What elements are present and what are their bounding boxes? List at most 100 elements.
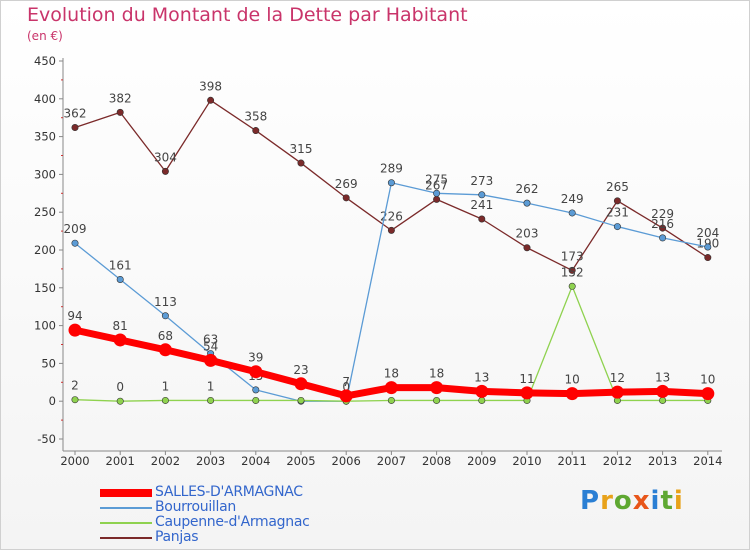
y-tick-label: 50 (41, 356, 56, 370)
x-tick-label: 2011 (558, 454, 587, 468)
data-label-panjas: 267 (425, 178, 448, 192)
chart-legend: SALLES-D'ARMAGNAC Bourrouillan Caupenne-d'… (100, 484, 400, 546)
x-tick-label: 2013 (648, 454, 677, 468)
x-tick-label: 2010 (512, 454, 541, 468)
data-point-caupenne-d-armagnac (71, 396, 79, 404)
legend-item: Caupenne-d'Armagnac (100, 514, 400, 531)
logo-letter: t (660, 486, 674, 516)
x-tick-label: 2002 (151, 454, 180, 468)
data-point-salles-d-armagnac (339, 389, 353, 403)
data-label-caupenne-d-armagnac: 152 (561, 265, 584, 279)
data-point-caupenne-d-armagnac (161, 396, 169, 404)
data-point-caupenne-d-armagnac (478, 396, 486, 404)
data-label-caupenne-d-armagnac: 0 (342, 380, 350, 394)
y-tick-label: 350 (34, 130, 56, 144)
legend-swatch (100, 489, 152, 497)
data-label-bourrouillan: 209 (64, 222, 87, 236)
data-label-bourrouillan: 273 (470, 174, 493, 188)
legend-swatch (100, 522, 152, 524)
data-point-panjas (342, 194, 350, 202)
data-label-bourrouillan: 231 (606, 206, 629, 220)
data-point-salles-d-armagnac (610, 385, 624, 399)
x-tick-label: 2006 (332, 454, 361, 468)
data-point-caupenne-d-armagnac (568, 282, 576, 290)
data-label-panjas: 265 (606, 180, 629, 194)
legend-swatch (100, 507, 152, 509)
data-label-salles-d-armagnac: 12 (610, 371, 625, 385)
y-tick-label: 100 (34, 319, 56, 333)
y-tick-label: 200 (34, 243, 56, 257)
data-point-salles-d-armagnac (294, 377, 308, 391)
data-point-caupenne-d-armagnac (387, 396, 395, 404)
y-tick-label: 0 (49, 394, 56, 408)
data-point-panjas (252, 127, 260, 135)
data-label-salles-d-armagnac: 81 (113, 319, 128, 333)
data-label-salles-d-armagnac: 23 (293, 363, 308, 377)
data-label-salles-d-armagnac: 18 (429, 367, 444, 381)
data-point-panjas (659, 224, 667, 232)
data-point-caupenne-d-armagnac (116, 397, 124, 405)
data-point-panjas (704, 254, 712, 262)
proxiti-logo: Proxiti (580, 486, 684, 516)
data-point-salles-d-armagnac (430, 381, 444, 395)
logo-letter: r (600, 486, 614, 516)
data-label-salles-d-armagnac: 13 (474, 370, 489, 384)
y-tick-label: 300 (34, 167, 56, 181)
logo-letter: P (580, 486, 601, 516)
data-label-bourrouillan: 204 (696, 226, 719, 240)
y-tick-label: 250 (34, 205, 56, 219)
legend-swatch (100, 537, 152, 539)
data-label-panjas: 269 (335, 177, 358, 191)
data-label-panjas: 382 (109, 91, 132, 105)
data-point-panjas (613, 197, 621, 205)
chart-subtitle: (en €) (27, 29, 63, 43)
logo-letter: o (613, 486, 633, 516)
legend-label: Caupenne-d'Armagnac (155, 514, 310, 530)
data-point-caupenne-d-armagnac (433, 396, 441, 404)
data-label-salles-d-armagnac: 11 (519, 372, 534, 386)
data-point-salles-d-armagnac (520, 386, 534, 400)
data-label-panjas: 241 (470, 198, 493, 212)
x-tick-label: 2005 (286, 454, 315, 468)
logo-letter: i (673, 486, 684, 516)
data-point-panjas (478, 215, 486, 223)
data-point-salles-d-armagnac (701, 387, 715, 401)
data-point-caupenne-d-armagnac (659, 396, 667, 404)
data-point-bourrouillan (523, 199, 531, 207)
data-label-bourrouillan: 63 (203, 333, 218, 347)
x-tick-label: 2014 (693, 454, 722, 468)
data-label-bourrouillan: 113 (154, 295, 177, 309)
data-point-panjas (523, 244, 531, 252)
data-point-salles-d-armagnac (204, 353, 218, 367)
y-tick-label: 400 (34, 92, 56, 106)
data-point-bourrouillan (478, 191, 486, 199)
data-label-salles-d-armagnac: 18 (384, 367, 399, 381)
data-point-bourrouillan (659, 234, 667, 242)
data-point-salles-d-armagnac (113, 333, 127, 347)
x-tick-label: 2008 (422, 454, 451, 468)
y-tick-label: 450 (34, 54, 56, 68)
data-label-panjas: 203 (516, 227, 539, 241)
x-tick-label: 2000 (60, 454, 89, 468)
data-point-caupenne-d-armagnac (297, 396, 305, 404)
data-point-bourrouillan (433, 189, 441, 197)
legend-label: Bourrouillan (155, 499, 236, 515)
data-label-bourrouillan: 262 (516, 182, 539, 196)
data-label-bourrouillan: 249 (561, 192, 584, 206)
data-point-salles-d-armagnac (158, 343, 172, 357)
data-label-panjas: 304 (154, 150, 177, 164)
x-tick-label: 2007 (377, 454, 406, 468)
data-label-salles-d-armagnac: 39 (248, 351, 263, 365)
data-point-bourrouillan (252, 386, 260, 394)
data-point-panjas (207, 96, 215, 104)
data-point-caupenne-d-armagnac (252, 396, 260, 404)
y-tick-label: -50 (37, 432, 56, 446)
legend-item: Bourrouillan (100, 499, 400, 516)
data-label-panjas: 362 (64, 107, 87, 121)
data-point-salles-d-armagnac (656, 384, 670, 398)
data-point-panjas (433, 195, 441, 203)
data-label-bourrouillan: 289 (380, 162, 403, 176)
data-point-panjas (568, 266, 576, 274)
